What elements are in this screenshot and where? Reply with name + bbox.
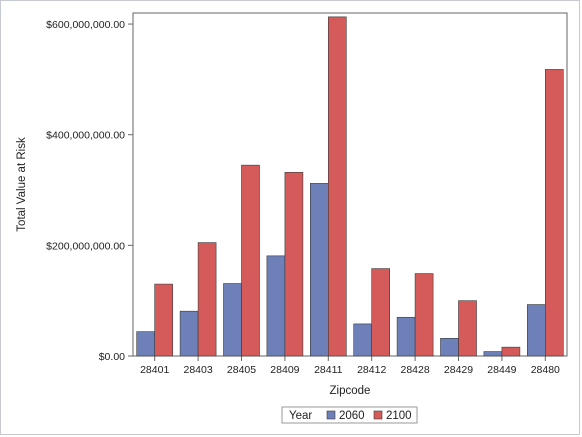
- y-tick-label: $0.00: [99, 351, 125, 363]
- bar-2060-28428: [396, 316, 416, 357]
- bar-2100-28405: [241, 164, 260, 357]
- x-axis-title: Zipcode: [330, 385, 371, 397]
- x-tick-label: 28449: [487, 364, 516, 376]
- bar-2060-28403: [179, 310, 199, 357]
- x-tick-label: 28480: [531, 364, 560, 376]
- plot-area: [132, 12, 568, 357]
- legend: Year 2060 2100: [281, 406, 418, 424]
- y-tick-label: $400,000,000.00: [46, 130, 125, 142]
- bar-2060-28411: [309, 183, 329, 357]
- bar-2060-28405: [223, 283, 242, 357]
- y-tick-label: $600,000,000.00: [46, 19, 125, 31]
- bar-2100-28403: [197, 242, 217, 357]
- x-tick-label: 28429: [444, 364, 473, 376]
- x-tick-label: 28403: [183, 364, 212, 376]
- bar-2100-28429: [458, 300, 477, 357]
- x-axis: 28401 28403 28405 28409 28411 28412 28428 28429…: [140, 356, 560, 376]
- bar-2060-28429: [440, 337, 459, 357]
- x-tick-label: 28412: [357, 364, 386, 376]
- bars-group: [136, 16, 564, 357]
- y-axis-title: Total Value at Risk: [16, 137, 28, 232]
- bar-2060-28412: [353, 323, 373, 357]
- x-tick-label: 28405: [227, 364, 256, 376]
- bar-2060-28401: [136, 331, 155, 357]
- bar-2100-28428: [414, 273, 434, 357]
- bar-2060-28480: [526, 304, 546, 357]
- bar-2100-28412: [371, 268, 391, 357]
- bar-2060-28449: [483, 351, 503, 357]
- bar-2100-28409: [284, 172, 304, 357]
- legend-swatch-2060: [326, 410, 336, 420]
- bar-2100-28411: [327, 16, 347, 357]
- x-tick-label: 28401: [140, 364, 169, 376]
- bar-2060-28409: [266, 255, 286, 357]
- x-tick-label: 28428: [400, 364, 429, 376]
- x-tick-label: 28409: [270, 364, 299, 376]
- y-tick-label: $200,000,000.00: [46, 240, 125, 252]
- legend-label-2100: 2100: [386, 410, 412, 422]
- bar-2100-28480: [544, 69, 564, 357]
- bar-2100-28449: [501, 346, 521, 357]
- bar-2100-28401: [154, 283, 173, 357]
- legend-box: [281, 406, 418, 424]
- x-tick-label: 28411: [314, 364, 343, 376]
- y-axis: $0.00 $200,000,000.00 $400,000,000.00 $600,…: [46, 19, 133, 363]
- legend-swatch-2100: [373, 410, 383, 420]
- legend-label-2060: 2060: [339, 410, 365, 422]
- legend-title: Year: [289, 410, 312, 422]
